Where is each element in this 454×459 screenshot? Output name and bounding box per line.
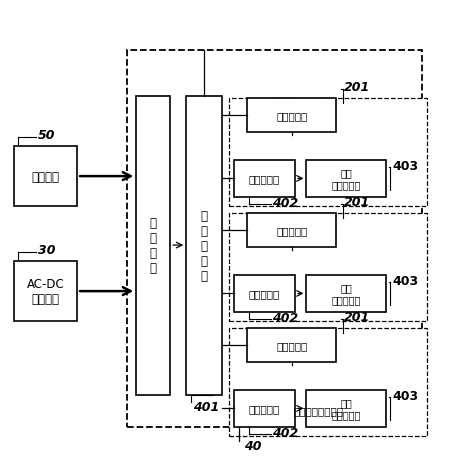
Text: 霍尔
电流传感器: 霍尔 电流传感器 xyxy=(331,398,361,419)
Text: 50: 50 xyxy=(38,129,56,142)
Bar xyxy=(234,390,295,427)
Bar xyxy=(247,328,336,363)
Text: 403: 403 xyxy=(393,160,419,173)
Text: 多相恒流控制模块: 多相恒流控制模块 xyxy=(294,405,344,415)
Text: 比例放大器: 比例放大器 xyxy=(249,289,280,299)
Bar xyxy=(14,262,77,321)
Text: 霍尔
电流传感器: 霍尔 电流传感器 xyxy=(331,283,361,304)
Text: 主控模块: 主控模块 xyxy=(31,170,59,183)
Bar xyxy=(247,213,336,248)
Text: 401: 401 xyxy=(193,400,219,413)
Text: 比例放大器: 比例放大器 xyxy=(249,403,280,414)
Text: 201: 201 xyxy=(344,196,370,208)
Bar xyxy=(136,96,170,395)
Bar xyxy=(229,213,427,321)
Bar xyxy=(127,50,422,427)
Text: 巴条阵列组: 巴条阵列组 xyxy=(276,341,307,350)
Bar xyxy=(306,275,386,312)
Text: AC-DC
电源模块: AC-DC 电源模块 xyxy=(26,278,64,305)
Bar xyxy=(229,99,427,207)
Text: 403: 403 xyxy=(393,274,419,287)
Text: 402: 402 xyxy=(272,426,298,439)
Text: 稳
压
控
制
器: 稳 压 控 制 器 xyxy=(201,209,208,282)
Text: 201: 201 xyxy=(344,81,370,94)
Text: 403: 403 xyxy=(393,389,419,402)
Text: 402: 402 xyxy=(272,197,298,210)
Text: 比例放大器: 比例放大器 xyxy=(249,174,280,184)
Text: 30: 30 xyxy=(38,244,56,257)
Text: 巴条阵列组: 巴条阵列组 xyxy=(276,111,307,121)
Bar xyxy=(234,275,295,312)
Text: 201: 201 xyxy=(344,310,370,323)
Bar xyxy=(234,161,295,197)
Bar xyxy=(247,99,336,133)
Bar xyxy=(229,328,427,436)
Bar xyxy=(14,147,77,207)
Text: 40: 40 xyxy=(244,439,262,452)
Text: 霍尔
电流传感器: 霍尔 电流传感器 xyxy=(331,168,361,190)
Bar xyxy=(306,390,386,427)
Text: 多
相
开
关: 多 相 开 关 xyxy=(150,217,157,274)
Bar xyxy=(306,161,386,197)
Text: 巴条阵列组: 巴条阵列组 xyxy=(276,226,307,235)
Bar xyxy=(186,96,222,395)
Text: 402: 402 xyxy=(272,312,298,325)
